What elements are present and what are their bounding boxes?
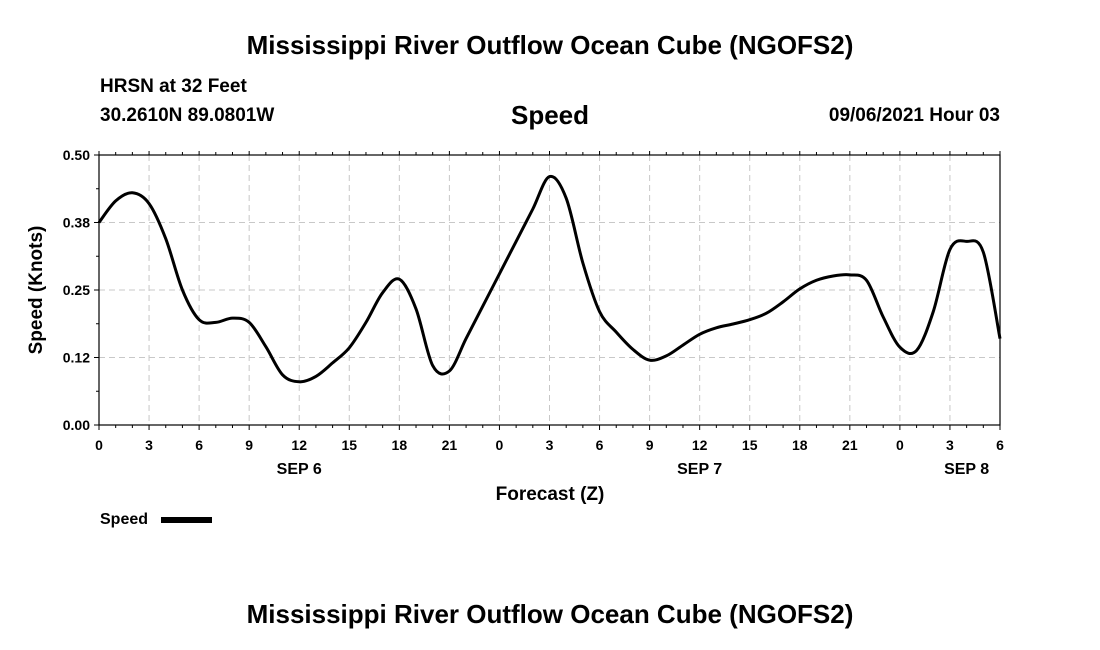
station-label: HRSN at 32 Feet bbox=[100, 76, 247, 97]
x-tick-label: 9 bbox=[245, 437, 253, 453]
y-axis-label: Speed (Knots) bbox=[26, 226, 47, 355]
y-tick-label: 0.38 bbox=[63, 215, 90, 231]
date-label: SEP 8 bbox=[944, 461, 989, 478]
y-tick-label: 0.25 bbox=[63, 282, 90, 298]
y-tick-label: 0.12 bbox=[63, 350, 90, 366]
ticks-layer: 0 3 6 9 12 15 18 21 0 3 6 9 12 15 18 21 0 3 6 0.00 0.12 0.25 0… bbox=[63, 147, 1004, 478]
x-tick-label: 0 bbox=[896, 437, 904, 453]
chart-title: Mississippi River Outflow Ocean Cube (NG… bbox=[246, 30, 854, 60]
x-tick-label: 0 bbox=[496, 437, 504, 453]
x-tick-label: 3 bbox=[946, 437, 954, 453]
series-layer bbox=[97, 174, 1002, 384]
forecast-timestamp: 09/06/2021 Hour 03 bbox=[828, 105, 1000, 126]
speed-series-line bbox=[97, 174, 1002, 384]
x-tick-label: 12 bbox=[291, 437, 307, 453]
y-tick-label: 0.00 bbox=[63, 417, 90, 433]
x-tick-label: 6 bbox=[195, 437, 203, 453]
x-tick-label: 9 bbox=[646, 437, 654, 453]
x-tick-label: 15 bbox=[341, 437, 357, 453]
date-label: SEP 7 bbox=[677, 461, 722, 478]
x-tick-label: 21 bbox=[442, 437, 458, 453]
x-tick-label: 18 bbox=[792, 437, 808, 453]
x-tick-label: 15 bbox=[742, 437, 758, 453]
x-tick-label: 18 bbox=[392, 437, 408, 453]
x-tick-label: 0 bbox=[95, 437, 103, 453]
x-tick-label: 12 bbox=[692, 437, 708, 453]
x-axis-label: Forecast (Z) bbox=[496, 484, 605, 505]
x-tick-label: 6 bbox=[596, 437, 604, 453]
footer-title: Mississippi River Outflow Ocean Cube (NG… bbox=[246, 599, 854, 629]
legend-label: Speed bbox=[100, 511, 148, 528]
x-tick-label: 3 bbox=[145, 437, 153, 453]
x-tick-label: 3 bbox=[546, 437, 554, 453]
x-tick-label: 6 bbox=[996, 437, 1004, 453]
grid-layer bbox=[99, 155, 1000, 425]
x-tick-label: 21 bbox=[842, 437, 858, 453]
y-tick-label: 0.50 bbox=[63, 147, 90, 163]
station-coordinates: 30.2610N 89.0801W bbox=[100, 105, 275, 126]
chart-subtitle: Speed bbox=[510, 100, 590, 130]
date-label: SEP 6 bbox=[277, 461, 322, 478]
